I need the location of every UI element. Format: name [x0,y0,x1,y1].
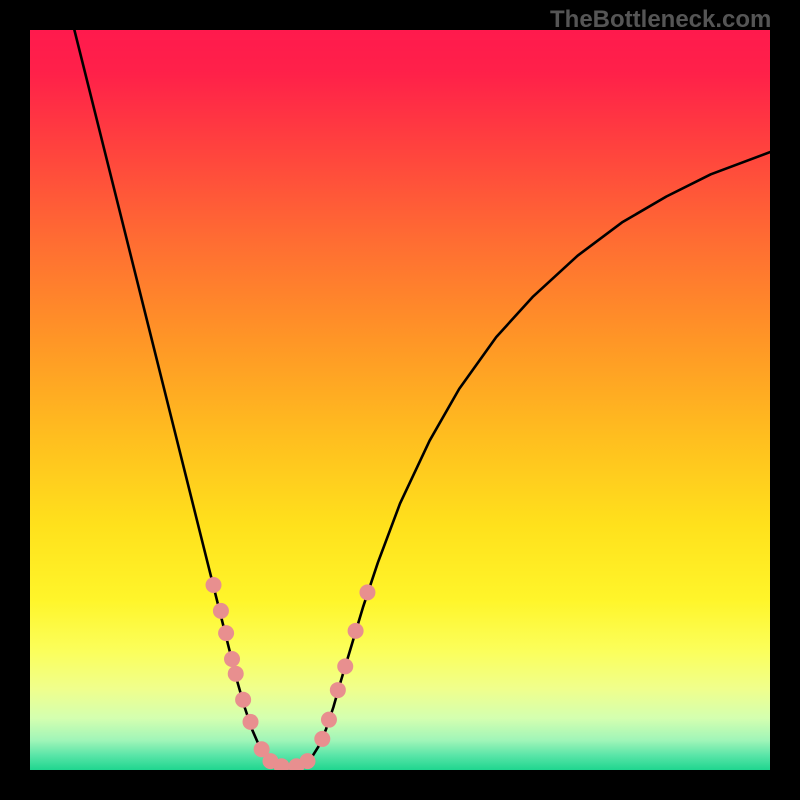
data-marker [213,603,229,619]
data-marker [206,577,222,593]
data-marker [300,753,316,769]
data-marker [330,682,346,698]
chart-container: TheBottleneck.com [0,0,800,800]
data-marker [243,714,259,730]
data-marker [321,712,337,728]
data-marker [359,584,375,600]
data-marker [235,692,251,708]
watermark-label: TheBottleneck.com [550,6,771,34]
data-marker [228,666,244,682]
data-marker [348,623,364,639]
data-marker [337,658,353,674]
plot-area [30,30,770,770]
gradient-background [30,30,770,770]
data-marker [314,731,330,747]
data-marker [218,625,234,641]
data-marker [224,651,240,667]
chart-svg [30,30,770,770]
